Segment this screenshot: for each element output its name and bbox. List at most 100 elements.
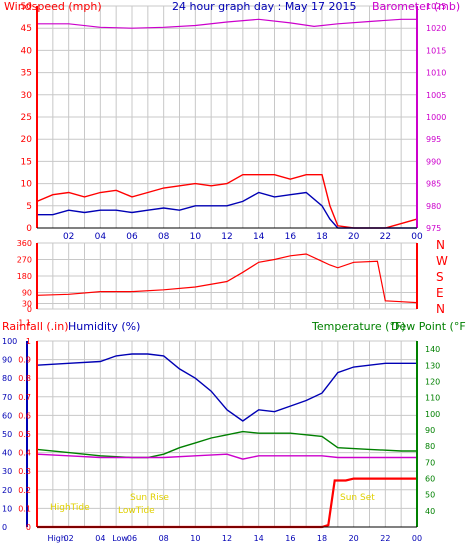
windspeed-tick-label: 5 [26,202,32,212]
direction-tick-label: 360 [17,239,32,248]
graph-title: 24 hour graph day : May 17 2015 [172,0,357,13]
dewpoint-axis-label: Dew Point (°F) [391,320,466,333]
x-tick-label: 10 [190,534,200,543]
barometer-tick-label: 980 [426,202,441,211]
top-chart-grid [37,5,417,229]
windspeed-tick-label: 15 [21,157,32,167]
windspeed-tick-label: 20 [21,135,33,145]
x-tick-label: 16 [285,534,295,543]
temperature-tick-label: 50 [425,491,435,500]
windspeed-tick-label: 45 [21,24,32,34]
x-tick-label: 12 [222,534,232,543]
x-tick-label: 12 [221,232,232,242]
rainfall-tick-label: 0.1 [18,504,31,513]
humidity-tick-label: 40 [2,449,12,458]
compass-label: N [436,302,445,316]
windspeed-tick-label: 40 [21,46,33,56]
humidity-tick-label: 10 [2,504,12,513]
x-tick-label: High [48,534,66,543]
windspeed-tick-label: 35 [21,69,32,79]
lowtide-annotation: LowTide [118,506,155,516]
wind-direction-line [36,253,418,304]
rainfall-tick-label: 1 [26,337,31,346]
wind-average-line [37,191,417,229]
sunrise-annotation: Sun Rise [130,493,169,503]
barometer-tick-label: 995 [426,135,441,144]
x-tick-label: Low [112,534,128,543]
x-tick-label: 14 [253,232,265,242]
compass-label: N [436,238,445,252]
barometer-tick-label: 1005 [426,91,446,100]
x-tick-label: 04 [95,534,105,543]
barometer-tick-label: 1015 [426,46,446,55]
barometer-tick-label: 1000 [426,113,446,122]
x-tick-label: 16 [285,232,297,242]
humidity-tick-label: 20 [2,486,12,495]
barometer-tick-label: 985 [426,180,441,189]
temperature-tick-label: 60 [425,474,435,483]
rainfall-tick-label: 0.9 [18,356,31,365]
humidity-axis-label: Humidity (%) [68,320,140,333]
rainfall-tick-label: 0.5 [18,430,31,439]
rainfall-axis-label: Rainfall (.in) [2,320,69,333]
barometer-tick-label: 975 [426,224,441,233]
x-tick-label: 08 [158,232,170,242]
temperature-tick-label: 90 [425,426,435,435]
humidity-tick-label: 70 [2,393,12,402]
direction-tick-label: 270 [17,256,32,265]
direction-tick-label: 90 [22,289,32,298]
humidity-tick-label: 60 [2,411,12,420]
axes-layer [26,6,418,528]
x-tick-label: 20 [349,534,359,543]
windspeed-tick-label: 30 [21,91,33,101]
compass-label: S [436,270,444,284]
direction-tick-label: 180 [17,272,32,281]
hightide-annotation: HighTide [50,503,90,513]
x-tick-label: 06 [126,232,138,242]
x-tick-label: 00 [412,534,422,543]
humidity-tick-label: 80 [2,374,12,383]
humidity-tick-label: 0 [2,523,7,532]
humidity-line [36,353,417,422]
windspeed-tick-label: 50 [21,2,33,12]
temperature-tick-label: 100 [425,410,440,419]
windspeed-tick-label: 0 [26,224,32,234]
labels-layer: 0510152025303540455097598098599099510001… [2,2,448,543]
temperature-tick-label: 70 [425,458,435,467]
temperature-tick-label: 140 [425,345,440,354]
barometer-tick-label: 1010 [426,69,446,78]
x-tick-label: 20 [348,232,360,242]
temperature-axis-label: Temperature (°F) [311,320,406,333]
bottom-chart-grid [37,340,417,528]
barometer-tick-label: 1025 [426,2,446,11]
x-tick-label: 18 [317,534,327,543]
rainfall-tick-label: 0.8 [18,374,31,383]
direction-chart-grid [37,242,417,310]
compass-label: E [436,286,444,300]
humidity-tick-label: 90 [2,356,12,365]
x-tick-label: 00 [411,232,423,242]
barometer-tick-label: 1020 [426,24,446,33]
windspeed-tick-label: 25 [21,113,32,123]
rainfall-tick-label: 0.4 [18,449,31,458]
compass-label: W [436,254,448,268]
x-tick-label: 08 [159,534,169,543]
windspeed-tick-label: 10 [21,180,33,190]
temperature-tick-label: 130 [425,361,440,370]
temperature-tick-label: 40 [425,507,435,516]
direction-tick-label: 30 [22,300,32,309]
x-tick-label: 14 [254,534,264,543]
x-tick-label: 22 [380,534,390,543]
dewpoint-line [36,453,417,460]
humidity-tick-label: 30 [2,467,12,476]
rainfall-tick-label: 0.2 [18,486,31,495]
rainfall-tick-label: 0.3 [18,467,31,476]
barometer-axis-label: Barometer (mb) [372,0,460,13]
x-tick-label: 02 [64,534,74,543]
direction-tick-label: 0 [27,305,32,314]
x-tick-label: 06 [127,534,137,543]
wind-gust-line [36,174,418,229]
humidity-tick-label: 100 [2,337,17,346]
